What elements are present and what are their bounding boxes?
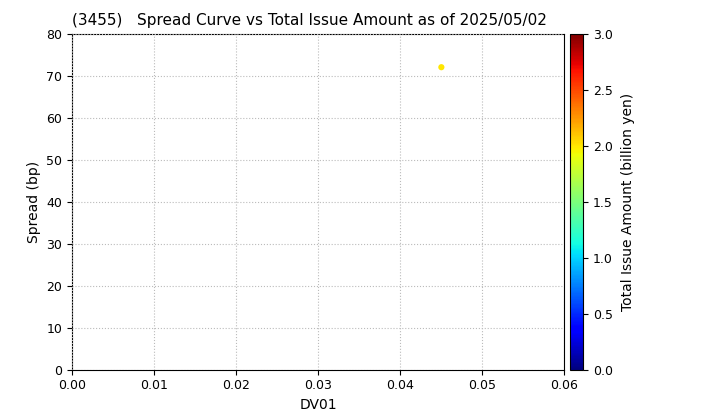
Y-axis label: Spread (bp): Spread (bp) [27,160,41,243]
Y-axis label: Total Issue Amount (billion yen): Total Issue Amount (billion yen) [621,92,635,311]
Point [436,64,447,71]
X-axis label: DV01: DV01 [300,398,337,412]
Text: (3455)   Spread Curve vs Total Issue Amount as of 2025/05/02: (3455) Spread Curve vs Total Issue Amoun… [72,13,547,28]
